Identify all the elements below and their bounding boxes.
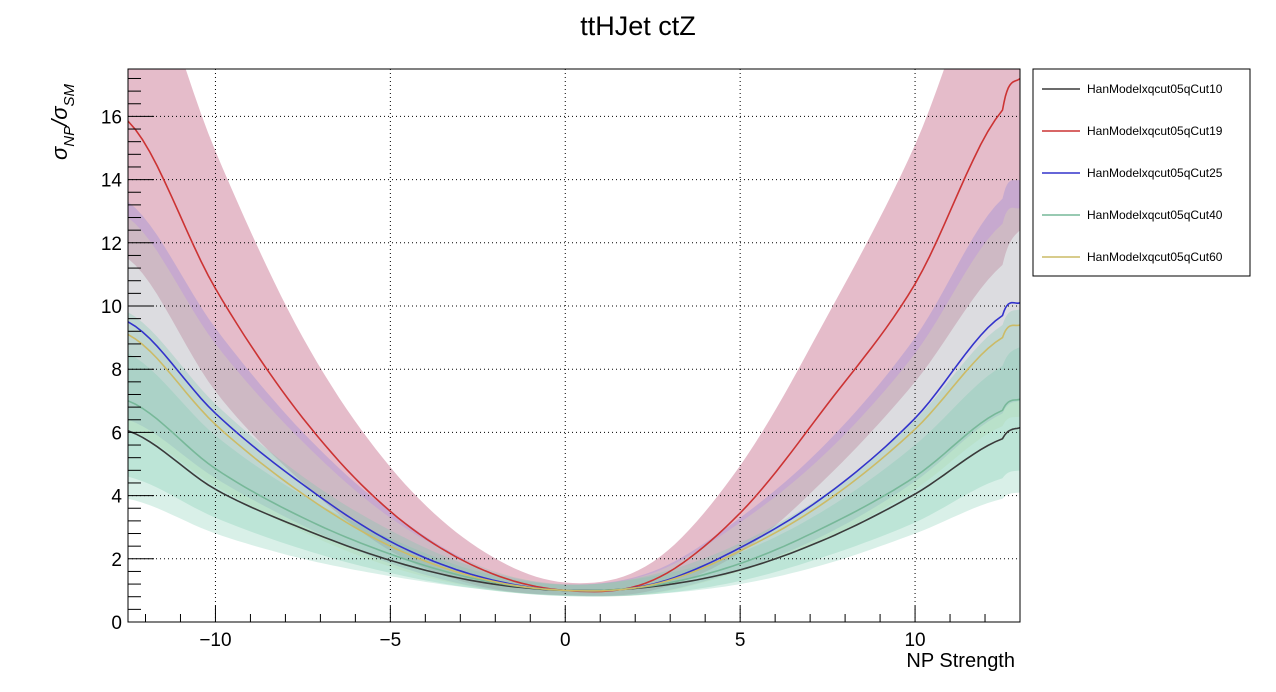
legend-label: HanModelxqcut05qCut40 bbox=[1087, 208, 1223, 222]
legend-label: HanModelxqcut05qCut60 bbox=[1087, 250, 1223, 264]
series-lines bbox=[128, 77, 1020, 593]
plot-frame bbox=[127, 68, 1021, 623]
y-axis-title-sub-np: NP bbox=[61, 126, 78, 147]
y-tick-label: 10 bbox=[101, 297, 122, 318]
legend-items: HanModelxqcut05qCut10 HanModelxqcut05qCut… bbox=[1042, 82, 1223, 264]
legend-label: HanModelxqcut05qCut19 bbox=[1087, 124, 1223, 138]
y-tick-label: 14 bbox=[101, 171, 123, 192]
series-line-HanModelxqcut05qCut60 bbox=[128, 324, 1020, 592]
y-tick-label: 8 bbox=[111, 360, 122, 381]
y-tick-label: 16 bbox=[101, 107, 122, 128]
x-tick-label: 10 bbox=[904, 630, 925, 651]
legend: HanModelxqcut05qCut10 HanModelxqcut05qCut… bbox=[1032, 68, 1251, 277]
x-axis-title: NP Strength bbox=[906, 650, 1015, 672]
x-tick-label: −10 bbox=[199, 630, 231, 651]
band-HanModelxqcut05qCut60 bbox=[128, 207, 1020, 597]
y-axis-title-sigma: σ bbox=[47, 146, 72, 160]
axis-ticks bbox=[128, 77, 1021, 623]
x-tick-label: 0 bbox=[560, 630, 571, 651]
x-tick-label: 5 bbox=[735, 630, 746, 651]
y-axis-title: σNP/σSM bbox=[47, 83, 78, 160]
y-tick-label: 4 bbox=[111, 487, 122, 508]
band-HanModelxqcut05qCut19 bbox=[128, 69, 1020, 596]
svg-text:σNP/σSM: σNP/σSM bbox=[47, 83, 78, 160]
y-tick-label: 0 bbox=[111, 613, 122, 634]
y-tick-label: 12 bbox=[101, 234, 122, 255]
y-axis-title-div: /σ bbox=[47, 106, 72, 128]
chart-title: ttHJet ctZ bbox=[580, 11, 696, 41]
y-axis-title-sub-sm: SM bbox=[61, 83, 78, 106]
y-tick-labels: 0 2 4 6 8 10 12 14 16 bbox=[101, 107, 123, 634]
y-tick-label: 2 bbox=[111, 550, 122, 571]
band-HanModelxqcut05qCut10 bbox=[128, 347, 1020, 597]
legend-label: HanModelxqcut05qCut10 bbox=[1087, 82, 1223, 96]
uncertainty-bands bbox=[128, 69, 1020, 597]
y-tick-label: 6 bbox=[111, 423, 122, 444]
band-HanModelxqcut05qCut25 bbox=[128, 179, 1020, 597]
legend-label: HanModelxqcut05qCut25 bbox=[1087, 166, 1223, 180]
x-tick-label: −5 bbox=[380, 630, 402, 651]
x-tick-labels: −10 −5 0 5 10 bbox=[199, 630, 925, 651]
